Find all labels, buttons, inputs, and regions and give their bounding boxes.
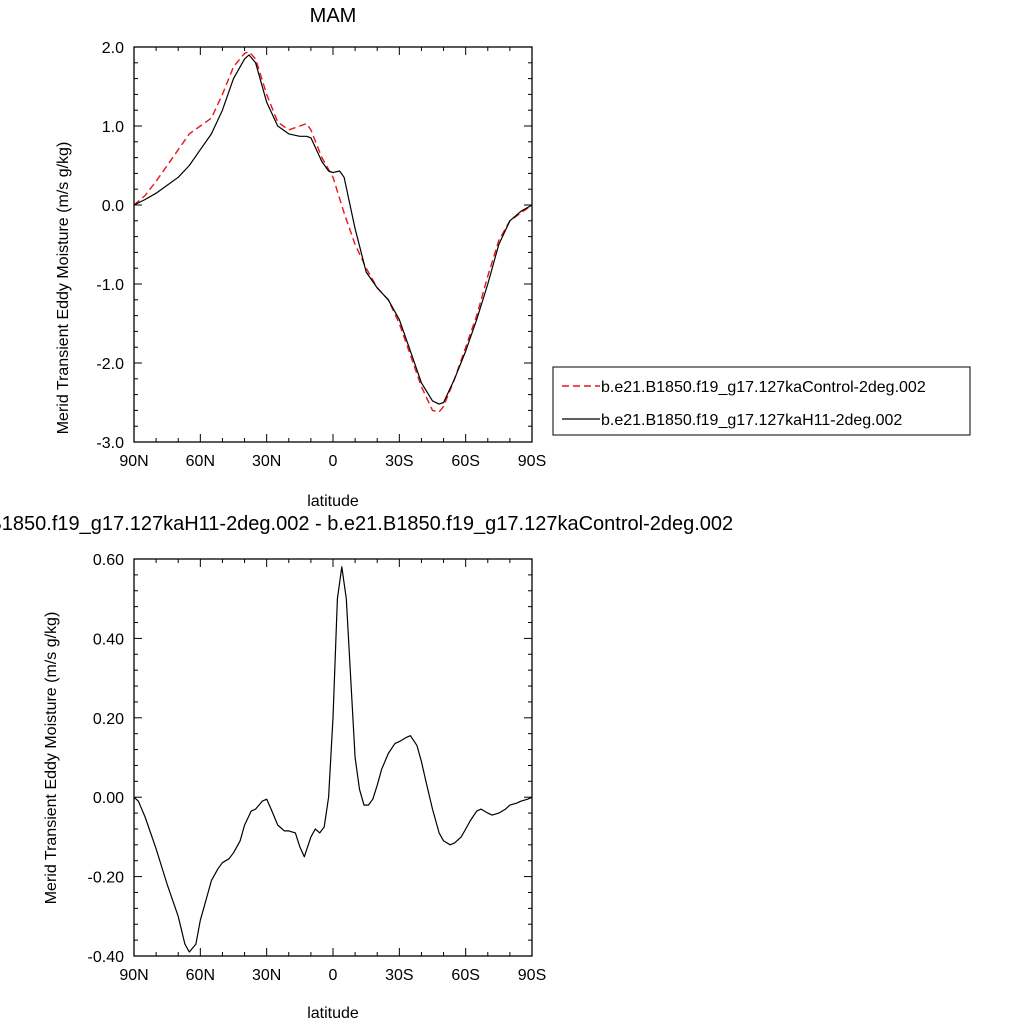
series-line-0 (133, 566, 533, 953)
plot-frame (133, 558, 533, 957)
x-tick-label: 90N (119, 967, 148, 984)
series-line-0 (133, 51, 533, 413)
x-tick-label: 0 (329, 967, 338, 984)
tick-layer: 90N 60N 30N 0 30S 60S 90S 0.60 0.40 0.20 0.00 -0.20… (88, 552, 547, 984)
y-axis-label: Merid Transient Eddy Moisture (m/s g/kg) (55, 142, 72, 435)
chart-title: MAM (310, 5, 357, 27)
x-tick-label: 60N (186, 453, 215, 470)
plot-area (133, 46, 533, 443)
x-tick-label: 30N (252, 453, 281, 470)
x-tick-label: 30N (252, 967, 281, 984)
legend-entry-h11: b.e21.B1850.f19_g17.127kaH11-2deg.002 (601, 412, 902, 429)
y-tick-label: -0.20 (88, 870, 125, 887)
x-tick-label: 30S (385, 967, 413, 984)
plot-area (133, 558, 533, 957)
legend: b.e21.B1850.f19_g17.127kaControl-2deg.00… (552, 366, 971, 436)
y-tick-label: -3.0 (96, 435, 124, 452)
y-tick-label: -1.0 (96, 277, 124, 294)
y-tick-label: 0.60 (93, 552, 124, 569)
tick-layer: 90N 60N 30N 0 30S 60S 90S 2.0 1.0 0.0 -1.0 -2.0 -3.0 (96, 40, 546, 470)
series-line-1 (133, 54, 533, 405)
x-tick-label: 30S (385, 453, 413, 470)
x-tick-label: 90S (518, 453, 546, 470)
series-layer (133, 566, 533, 953)
x-tick-label: 60N (186, 967, 215, 984)
y-tick-label: -0.40 (88, 949, 125, 966)
y-tick-label: 1.0 (102, 119, 124, 136)
legend-entry-control: b.e21.B1850.f19_g17.127kaControl-2deg.00… (601, 379, 926, 396)
x-tick-label: 90N (119, 453, 148, 470)
x-axis-label: latitude (307, 1005, 359, 1022)
y-tick-label: 0.00 (93, 790, 124, 807)
x-tick-label: 90S (518, 967, 546, 984)
x-axis-label: latitude (307, 493, 359, 510)
y-axis-label: Merid Transient Eddy Moisture (m/s g/kg) (43, 612, 60, 905)
y-tick-label: 0.20 (93, 711, 124, 728)
x-tick-label: 60S (451, 967, 479, 984)
legend-box (552, 366, 971, 436)
series-layer (133, 51, 533, 413)
x-tick-label: 0 (329, 453, 338, 470)
difference-chart-title: b.e21.B1850.f19_g17.127kaH11-2deg.002 - … (0, 513, 733, 535)
y-tick-label: -2.0 (96, 356, 124, 373)
y-tick-label: 0.40 (93, 631, 124, 648)
x-tick-label: 60S (451, 453, 479, 470)
top-panel: MAM 90N 60N 30N 0 30S 60S 90S 2.0 1.0 0.0 -1.0 -2.0… (55, 5, 971, 510)
y-tick-label: 2.0 (102, 40, 124, 57)
y-tick-label: 0.0 (102, 198, 124, 215)
plot-frame (133, 46, 533, 443)
bottom-panel: b.e21.B1850.f19_g17.127kaH11-2deg.002 - … (0, 513, 733, 1022)
